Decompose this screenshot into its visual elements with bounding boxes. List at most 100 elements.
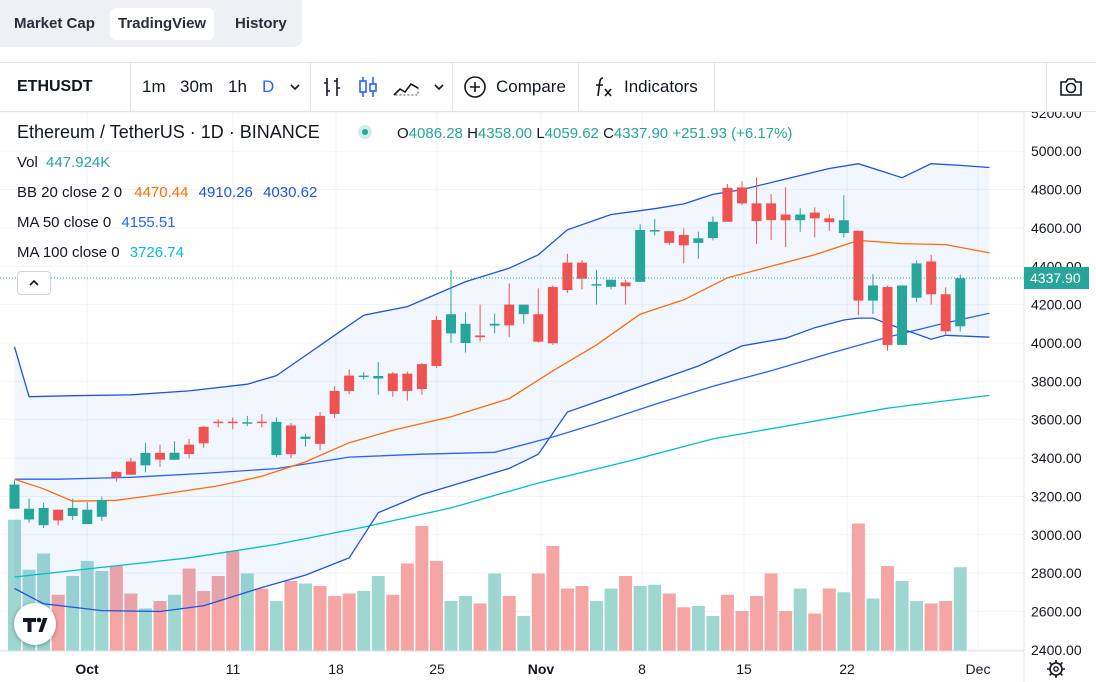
volume-bar: [517, 616, 531, 651]
last-price-label-bg: [1024, 267, 1089, 289]
y-axis-tick-label: 4200.00: [1031, 297, 1082, 313]
volume-bar: [255, 588, 269, 651]
fx-icon[interactable]: [592, 63, 616, 111]
bar-chart-icon[interactable]: [320, 63, 344, 111]
candle: [737, 181, 747, 205]
change-value: +251.93 (+6.17%): [672, 125, 793, 142]
volume-bar: [66, 576, 80, 651]
candle: [795, 208, 806, 232]
volume-bar: [793, 588, 807, 651]
collapse-legend-button[interactable]: [17, 271, 51, 295]
dropdown-chevron-icon[interactable]: [432, 63, 446, 111]
camera-icon[interactable]: [1058, 63, 1084, 111]
candle: [53, 509, 64, 526]
x-axis-tick-label: 25: [429, 661, 445, 677]
plus-circle-icon[interactable]: [463, 63, 487, 111]
candle: [184, 438, 195, 459]
volume-bar: [182, 568, 196, 651]
candle: [402, 371, 413, 401]
area-chart-icon[interactable]: [392, 63, 420, 111]
candle: [475, 304, 486, 342]
indicators-button[interactable]: Indicators: [624, 77, 698, 96]
volume-bar: [80, 561, 94, 651]
volume-bar: [153, 601, 167, 651]
candle: [678, 228, 689, 264]
volume-bar: [910, 601, 924, 651]
volume-bar: [371, 576, 385, 651]
open-value: 4086.28: [408, 125, 463, 142]
volume-bar: [837, 592, 851, 651]
volume-bar: [211, 576, 225, 651]
volume-bar: [473, 603, 487, 651]
chart-area[interactable]: 5200.00 5000.00 4800.00 4600.00 4400.00 4200.…: [0, 112, 1096, 682]
y-axis-tick-label: 2600.00: [1031, 604, 1082, 620]
volume-bar: [604, 588, 618, 651]
volume-bar: [357, 591, 371, 651]
y-axis-tick-label: 4800.00: [1031, 182, 1082, 198]
volume-bar: [822, 588, 836, 651]
volume-bar: [720, 594, 734, 651]
candle: [271, 417, 282, 457]
market-status-icon: [358, 125, 372, 139]
compare-button[interactable]: Compare: [496, 77, 566, 96]
candle: [635, 224, 646, 282]
bb-legend[interactable]: BB 20 close 2 0 4470.44 4910.26 4030.62: [17, 184, 318, 201]
ma50-legend[interactable]: MA 50 close 0 4155.51: [17, 214, 176, 231]
candle: [911, 260, 922, 302]
volume-bar: [575, 586, 589, 651]
dropdown-chevron-icon[interactable]: [288, 63, 302, 111]
candlestick-icon[interactable]: [356, 63, 380, 111]
candle: [169, 441, 180, 460]
y-axis-tick-label: 2800.00: [1031, 565, 1082, 581]
chart-toolbar: ETHUSDT 1m 30m 1h D Compare Indicators: [0, 62, 1096, 112]
volume-legend[interactable]: Vol 447.924K: [17, 154, 111, 171]
candle: [809, 207, 820, 238]
volume-bar: [429, 561, 443, 651]
volume-bar: [779, 611, 793, 651]
symbol-search-button[interactable]: ETHUSDT: [17, 78, 93, 95]
tradingview-logo[interactable]: [14, 603, 56, 645]
candle: [620, 279, 631, 305]
interval-1m-button[interactable]: 1m: [142, 77, 166, 96]
bb-upper-line: [13, 163, 990, 398]
candle: [285, 422, 296, 459]
tab-tradingview[interactable]: TradingView: [110, 8, 215, 40]
gear-icon[interactable]: [1047, 660, 1065, 678]
volume-bar: [648, 584, 662, 651]
volume-bar: [488, 573, 502, 651]
tab-history[interactable]: History: [235, 15, 287, 32]
y-axis-tick-label: 3000.00: [1031, 527, 1082, 543]
y-axis-tick-label: 5200.00: [1031, 112, 1082, 121]
interval-1h-button[interactable]: 1h: [228, 77, 247, 96]
volume-bar: [691, 606, 705, 651]
volume-bar: [313, 586, 327, 651]
volume-bar: [764, 573, 778, 651]
volume-bar: [459, 596, 473, 651]
interval-d-button[interactable]: D: [262, 77, 275, 96]
tab-market-cap[interactable]: Market Cap: [14, 15, 95, 32]
x-axis-tick-label: 18: [328, 661, 344, 677]
x-axis-tick-label: 15: [736, 661, 752, 677]
x-axis-tick-label: 11: [226, 661, 241, 677]
chevron-up-icon: [29, 279, 39, 286]
volume-bar: [633, 586, 647, 651]
candle: [256, 413, 267, 428]
ohlc-values: O4086.28 H4358.00 L4059.62 C4337.90 +251…: [397, 125, 793, 142]
bollinger-band-fill: [14, 163, 990, 612]
interval-30m-button[interactable]: 30m: [180, 77, 214, 96]
candle: [882, 285, 893, 351]
candle: [838, 195, 849, 238]
price-chart[interactable]: 5200.005000.004800.004600.004400.004200.…: [0, 112, 1096, 682]
candle: [606, 279, 617, 290]
volume-bar: [953, 567, 967, 651]
candle: [213, 419, 224, 428]
ma100-legend[interactable]: MA 100 close 0 3726.74: [17, 244, 184, 261]
volume-bar: [750, 596, 764, 651]
x-axis-tick-label: 8: [638, 661, 646, 677]
x-axis-tick-label: Oct: [75, 661, 99, 677]
candle: [707, 216, 718, 241]
candle: [242, 415, 253, 427]
candle: [867, 273, 878, 315]
candle: [9, 480, 20, 509]
volume-bar: [51, 594, 65, 651]
